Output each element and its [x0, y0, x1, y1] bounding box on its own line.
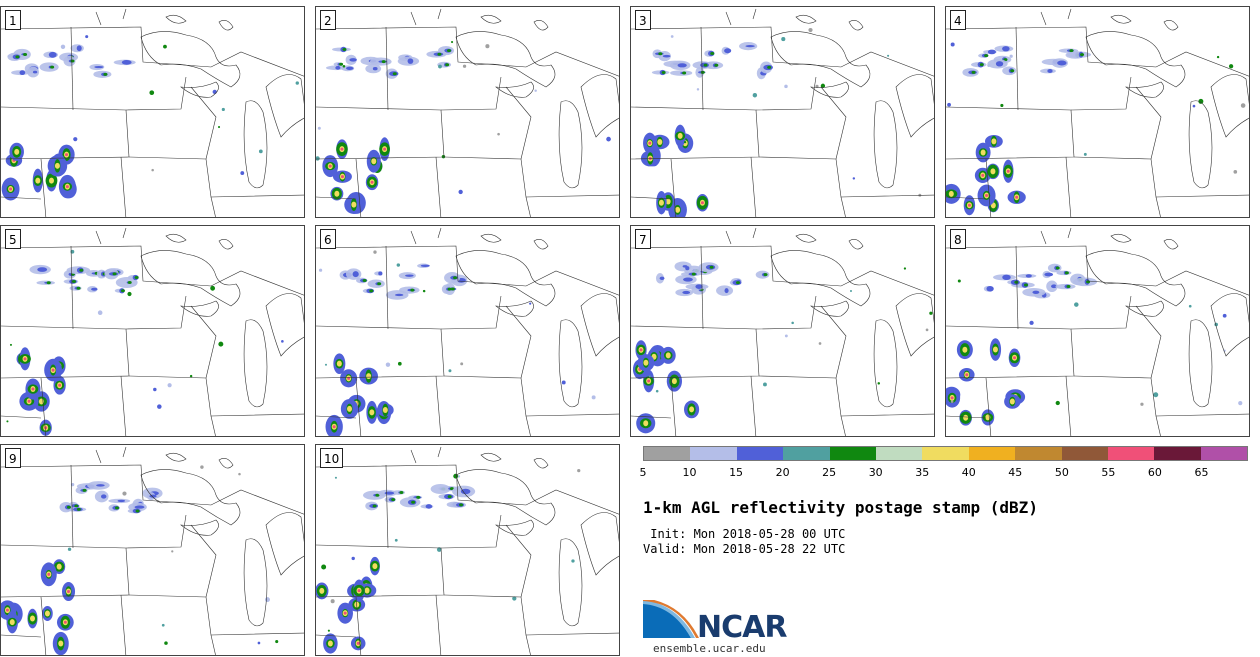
map-icon: [1, 446, 304, 655]
panel-label: 8: [950, 229, 966, 249]
ncar-logo-text: NCAR: [697, 610, 787, 645]
colorbar-tick-label: 40: [961, 466, 976, 479]
panel-label: 5: [5, 229, 21, 249]
colorbar-tick-label: 5: [639, 466, 647, 479]
colorbar-segment: [829, 447, 876, 460]
member-panel-8: 8: [945, 225, 1250, 437]
panel-label: 2: [320, 10, 336, 30]
logo-url: ensemble.ucar.edu: [653, 642, 766, 655]
panel-label: 3: [635, 10, 651, 30]
member-panel-6: 6: [315, 225, 620, 437]
member-panel-3: 3: [630, 6, 935, 218]
map-icon: [946, 227, 1249, 436]
ncar-logo-swoosh-icon: [643, 600, 699, 638]
colorbar-tick-label: 10: [682, 466, 697, 479]
colorbar-tick-label: 60: [1147, 466, 1162, 479]
colorbar-segment: [644, 447, 691, 460]
colorbar-tick-label: 55: [1101, 466, 1116, 479]
figure-title: 1-km AGL reflectivity postage stamp (dBZ…: [643, 498, 1038, 517]
colorbar-segment: [1200, 447, 1248, 460]
map-icon: [946, 8, 1249, 217]
map-icon: [316, 8, 619, 217]
colorbar-segment: [1107, 447, 1155, 460]
member-panel-10: 10: [315, 444, 620, 656]
map-icon: [1, 227, 304, 436]
colorbar-tick-label: 20: [775, 466, 790, 479]
map-icon: [631, 8, 934, 217]
colorbar-tick-label: 45: [1008, 466, 1023, 479]
colorbar-segment: [968, 447, 1016, 460]
colorbar-segment: [1154, 447, 1201, 460]
map-icon: [1, 8, 304, 217]
member-panel-7: 7: [630, 225, 935, 437]
colorbar-tick-label: 35: [915, 466, 930, 479]
init-time: Init: Mon 2018-05-28 00 UTC: [643, 527, 846, 541]
colorbar-tick-label: 15: [729, 466, 744, 479]
member-panel-9: 9: [0, 444, 305, 656]
panel-label: 6: [320, 229, 336, 249]
colorbar-segment: [1061, 447, 1108, 460]
panel-label: 4: [950, 10, 966, 30]
colorbar-segment: [1015, 447, 1062, 460]
panel-label: 10: [320, 448, 344, 468]
valid-time: Valid: Mon 2018-05-28 22 UTC: [643, 542, 846, 556]
colorbar-tick-label: 25: [822, 466, 837, 479]
member-panel-2: 2: [315, 6, 620, 218]
panel-label: 9: [5, 448, 21, 468]
map-icon: [316, 446, 619, 655]
map-icon: [316, 227, 619, 436]
colorbar-segment: [783, 447, 830, 460]
colorbar-segment: [690, 447, 737, 460]
panel-label: 1: [5, 10, 21, 30]
reflectivity-colorbar: [643, 446, 1248, 461]
member-panel-1: 1: [0, 6, 305, 218]
colorbar-tick-label: 50: [1054, 466, 1069, 479]
panel-label: 7: [635, 229, 651, 249]
member-panel-5: 5: [0, 225, 305, 437]
colorbar-tick-label: 30: [868, 466, 883, 479]
colorbar-segment: [736, 447, 784, 460]
colorbar-segment: [875, 447, 923, 460]
colorbar-tick-label: 65: [1194, 466, 1209, 479]
colorbar-segment: [922, 447, 969, 460]
map-icon: [631, 227, 934, 436]
colorbar-tick-labels: 5 10 15 20 25 30 35 40 45 50 55 60 65: [639, 466, 1248, 480]
member-panel-4: 4: [945, 6, 1250, 218]
